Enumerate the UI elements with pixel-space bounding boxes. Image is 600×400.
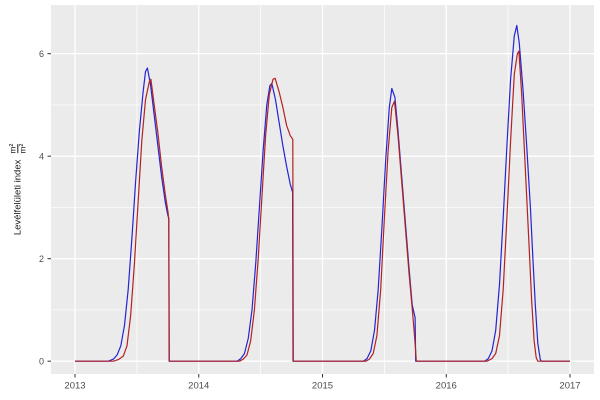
y-tick-label: 4 bbox=[39, 151, 44, 161]
x-tick-label: 2016 bbox=[436, 381, 457, 392]
y-tick-label: 0 bbox=[39, 356, 44, 366]
red-series-line bbox=[75, 50, 570, 362]
y-tick-label: 6 bbox=[39, 49, 44, 59]
x-tick-label: 2017 bbox=[559, 381, 580, 392]
x-tick-label: 2015 bbox=[312, 381, 333, 392]
x-tick-label: 2014 bbox=[188, 381, 209, 392]
x-tick-label: 2013 bbox=[64, 381, 85, 392]
y-tick-label: 2 bbox=[39, 254, 44, 264]
